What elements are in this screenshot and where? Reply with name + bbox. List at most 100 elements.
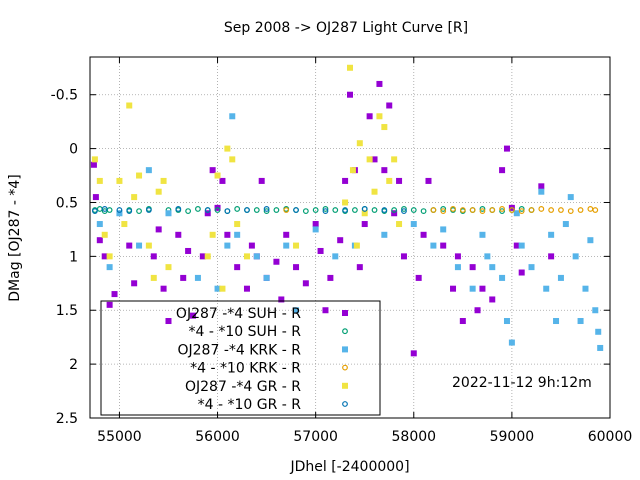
plot-frame bbox=[89, 56, 611, 419]
data-point bbox=[420, 208, 427, 214]
data-point bbox=[126, 208, 133, 214]
data-point bbox=[567, 208, 574, 214]
data-point bbox=[224, 145, 231, 152]
data-point bbox=[224, 242, 231, 249]
data-point bbox=[381, 231, 388, 238]
legend-marker bbox=[342, 346, 348, 353]
data-point bbox=[391, 156, 398, 163]
data-point bbox=[185, 247, 192, 254]
data-point bbox=[361, 221, 368, 228]
data-point bbox=[557, 274, 564, 281]
data-point bbox=[199, 253, 206, 260]
data-point bbox=[126, 102, 133, 109]
data-point bbox=[116, 210, 123, 217]
data-point bbox=[391, 210, 398, 217]
y-tick-label: -0.5 bbox=[51, 88, 78, 104]
data-point bbox=[327, 274, 334, 281]
data-point bbox=[342, 199, 349, 206]
data-point bbox=[430, 242, 437, 249]
data-point bbox=[243, 285, 250, 292]
data-point bbox=[219, 285, 226, 292]
data-point bbox=[90, 161, 97, 168]
data-point bbox=[489, 296, 496, 303]
legend-label: OJ287 -*4 GR - R bbox=[185, 379, 301, 395]
y-tick-label: 0 bbox=[69, 142, 78, 158]
data-point bbox=[410, 221, 417, 228]
data-point bbox=[376, 80, 383, 87]
data-point bbox=[356, 264, 363, 271]
data-point bbox=[195, 206, 201, 212]
data-point bbox=[450, 285, 457, 292]
data-point bbox=[538, 206, 545, 212]
legend-marker bbox=[342, 364, 348, 371]
data-point bbox=[165, 264, 172, 271]
data-point bbox=[562, 221, 569, 228]
data-point bbox=[214, 285, 221, 292]
data-point bbox=[518, 206, 525, 212]
data-point bbox=[587, 206, 594, 212]
data-marks bbox=[90, 64, 604, 357]
data-point bbox=[121, 221, 128, 228]
data-point bbox=[592, 207, 599, 213]
data-point bbox=[234, 221, 241, 228]
data-point bbox=[361, 206, 368, 212]
data-point bbox=[263, 206, 270, 212]
data-point bbox=[293, 307, 300, 314]
data-point bbox=[204, 207, 211, 213]
data-point bbox=[420, 231, 427, 238]
data-point bbox=[234, 206, 241, 212]
data-point bbox=[371, 156, 378, 163]
data-point bbox=[243, 253, 250, 260]
data-point bbox=[440, 208, 447, 214]
data-point bbox=[131, 194, 138, 201]
data-point bbox=[312, 207, 319, 213]
data-point bbox=[459, 207, 466, 213]
data-point bbox=[312, 226, 319, 233]
data-point bbox=[356, 140, 363, 147]
data-point bbox=[479, 206, 486, 212]
y-tick-label: 2 bbox=[69, 357, 78, 373]
data-point bbox=[302, 208, 309, 214]
data-point bbox=[513, 210, 520, 217]
data-point bbox=[111, 291, 118, 298]
data-point bbox=[214, 172, 221, 179]
data-point bbox=[106, 253, 113, 260]
data-point bbox=[160, 177, 167, 184]
data-point bbox=[332, 207, 339, 213]
data-point bbox=[508, 207, 515, 213]
data-point bbox=[116, 177, 123, 184]
data-point bbox=[371, 207, 378, 213]
legend-label: OJ287 -*4 SUH - R bbox=[176, 306, 301, 322]
data-point bbox=[204, 210, 211, 217]
legend-box bbox=[100, 300, 381, 416]
data-point bbox=[489, 207, 496, 213]
data-point bbox=[131, 280, 138, 287]
data-point bbox=[190, 312, 197, 319]
data-point bbox=[253, 207, 260, 213]
series-4 bbox=[91, 64, 403, 292]
data-point bbox=[513, 242, 520, 249]
data-point bbox=[459, 318, 466, 325]
data-point bbox=[155, 188, 162, 195]
data-point bbox=[229, 113, 236, 120]
data-point bbox=[366, 156, 373, 163]
data-point bbox=[126, 242, 133, 249]
data-point bbox=[96, 206, 103, 212]
data-point bbox=[106, 301, 113, 308]
data-point bbox=[224, 231, 231, 238]
data-point bbox=[293, 242, 300, 249]
data-point bbox=[263, 208, 270, 214]
data-point bbox=[96, 177, 103, 184]
series-1 bbox=[92, 206, 535, 214]
legend-marker bbox=[342, 310, 348, 316]
data-point bbox=[317, 247, 324, 254]
data-point bbox=[234, 264, 241, 271]
data-point bbox=[386, 177, 393, 184]
data-point bbox=[204, 253, 211, 260]
data-point bbox=[283, 231, 290, 238]
data-point bbox=[224, 208, 231, 214]
x-tick-label: 58000 bbox=[392, 429, 437, 445]
data-point bbox=[209, 231, 216, 238]
data-point bbox=[150, 253, 157, 260]
legend: OJ287 -*4 SUH - R *4 - *10 SUH - R OJ287 -… bbox=[100, 300, 381, 416]
